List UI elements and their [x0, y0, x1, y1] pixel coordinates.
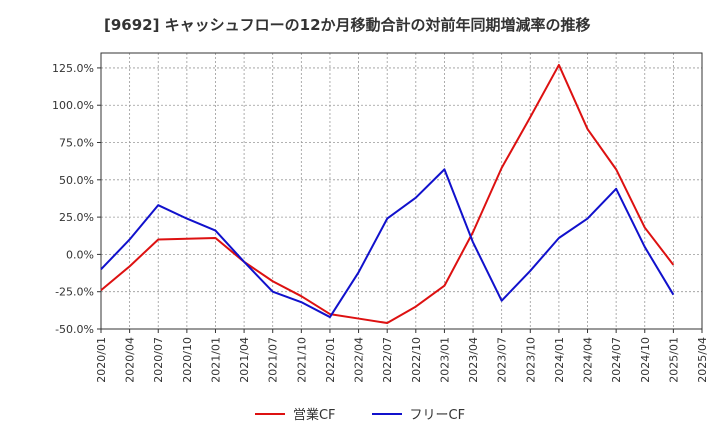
x-tick-label: 2020/07	[152, 337, 165, 383]
y-tick-labels: 125.0% 100.0% 75.0% 50.0% 25.0% 0.0% -25.0% -50…	[52, 62, 94, 336]
x-tick-label: 2020/10	[181, 337, 194, 383]
x-tick-label: 2022/10	[410, 337, 423, 383]
x-tick-labels: 2020/01 2020/04 2020/07 2020/10 2021/01 2021/…	[95, 337, 709, 383]
y-tick-label: 75.0%	[59, 137, 94, 150]
chart-title: [9692] キャッシュフローの12か月移動合計の対前年同期増減率の推移	[104, 16, 591, 34]
legend-label-free-cf: フリーCF	[409, 408, 466, 423]
x-tick-label: 2021/01	[209, 337, 222, 383]
y-tick-label: -50.0%	[55, 323, 94, 336]
y-tick-label: -25.0%	[55, 286, 94, 299]
legend-item-operating-cf[interactable]: 営業CF	[254, 404, 336, 423]
y-tick-label: 50.0%	[59, 174, 94, 187]
x-tick-label: 2022/07	[381, 337, 394, 383]
legend-item-free-cf[interactable]: フリーCF	[371, 404, 466, 423]
y-tick-label: 100.0%	[52, 99, 94, 112]
gridlines	[100, 53, 703, 330]
x-tick-label: 2021/10	[295, 337, 308, 383]
x-tick-label: 2020/01	[95, 337, 108, 383]
x-tick-label: 2021/07	[267, 337, 280, 383]
x-tick-label: 2025/04	[696, 337, 709, 383]
x-tick-label: 2022/04	[353, 337, 366, 383]
x-tick-label: 2023/07	[496, 337, 509, 383]
x-tick-label: 2024/07	[610, 337, 623, 383]
series-lines	[100, 63, 675, 325]
x-tick-label: 2023/04	[467, 337, 480, 383]
x-tick-label: 2022/01	[324, 337, 337, 383]
y-tick-label: 125.0%	[52, 62, 94, 75]
x-tick-label: 2025/01	[667, 337, 680, 383]
legend: 営業CF フリーCF	[0, 404, 720, 423]
legend-swatch-operating-cf	[254, 412, 285, 415]
y-tick-label: 25.0%	[59, 211, 94, 224]
x-tick-label: 2020/04	[124, 337, 137, 383]
x-tick-label: 2023/01	[438, 337, 451, 383]
x-tick-label: 2021/04	[238, 337, 251, 383]
axes	[97, 52, 703, 333]
x-tick-label: 2024/01	[553, 337, 566, 383]
plot-frame	[100, 52, 703, 330]
x-tick-label: 2024/04	[582, 337, 595, 383]
y-tick-label: 0.0%	[66, 248, 94, 261]
x-tick-label: 2024/10	[639, 337, 652, 383]
legend-label-operating-cf: 営業CF	[292, 408, 336, 423]
legend-swatch-free-cf	[371, 412, 402, 415]
x-tick-label: 2023/10	[524, 337, 537, 383]
